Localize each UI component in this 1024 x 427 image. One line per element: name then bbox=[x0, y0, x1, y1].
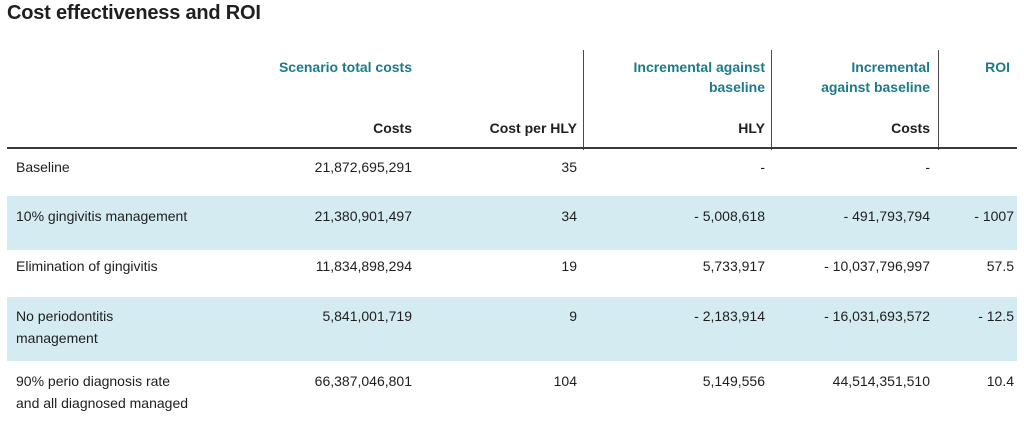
header-incremental-b-line1: Incremental bbox=[851, 59, 930, 75]
subheader-cost-per-hly: Cost per HLY bbox=[489, 120, 577, 136]
row-band bbox=[7, 297, 1017, 361]
header-scenario-total-costs: Scenario total costs bbox=[278, 59, 412, 75]
row-band bbox=[7, 196, 1017, 250]
cell-hly: - bbox=[760, 159, 765, 175]
column-divider bbox=[583, 50, 584, 150]
cell-hly: - 2,183,914 bbox=[694, 308, 765, 324]
row-label: Elimination of gingivitis bbox=[16, 258, 158, 274]
cell-cost-per-hly: 9 bbox=[569, 308, 577, 324]
row-label-line2: management bbox=[16, 330, 98, 346]
column-divider bbox=[938, 50, 939, 150]
header-incremental-a-line1: Incremental against bbox=[633, 59, 766, 75]
cell-roi: - 12.5 bbox=[978, 308, 1014, 324]
cell-hly: 5,733,917 bbox=[702, 258, 765, 274]
cell-incremental-costs: - bbox=[925, 159, 930, 175]
cell-incremental-costs: 44,514,351,510 bbox=[832, 373, 930, 389]
cell-costs: 21,872,695,291 bbox=[314, 159, 412, 175]
cell-incremental-costs: - 491,793,794 bbox=[843, 208, 930, 224]
header-incremental-a-line2: baseline bbox=[708, 79, 765, 95]
cell-hly: - 5,008,618 bbox=[694, 208, 765, 224]
header-roi: ROI bbox=[985, 59, 1010, 75]
cell-costs: 5,841,001,719 bbox=[322, 308, 412, 324]
header-incremental-b-line2: against baseline bbox=[821, 79, 930, 95]
cell-costs: 11,834,898,294 bbox=[315, 258, 412, 274]
row-label: No periodontitis bbox=[16, 308, 114, 324]
row-label: Baseline bbox=[16, 159, 70, 175]
cell-cost-per-hly: 104 bbox=[553, 373, 577, 389]
subheader-costs-incremental: Costs bbox=[891, 120, 930, 136]
cell-costs: 21,380,901,497 bbox=[314, 208, 412, 224]
cell-incremental-costs: - 10,037,796,997 bbox=[824, 258, 930, 274]
cell-roi: 10.4 bbox=[986, 373, 1014, 389]
row-label: 90% perio diagnosis rate bbox=[16, 373, 171, 389]
header-rule bbox=[7, 147, 1017, 149]
row-label: 10% gingivitis management bbox=[16, 208, 188, 224]
cell-costs: 66,387,046,801 bbox=[314, 373, 412, 389]
row-label-line2: and all diagnosed managed bbox=[16, 395, 189, 411]
cell-roi: - 1007 bbox=[974, 208, 1014, 224]
cell-cost-per-hly: 19 bbox=[561, 258, 577, 274]
cell-roi: 57.5 bbox=[986, 258, 1014, 274]
column-divider bbox=[771, 50, 772, 150]
subheader-hly: HLY bbox=[738, 120, 765, 136]
cell-incremental-costs: - 16,031,693,572 bbox=[824, 308, 930, 324]
subheader-costs: Costs bbox=[373, 120, 412, 136]
cell-hly: 5,149,556 bbox=[702, 373, 765, 389]
cell-cost-per-hly: 34 bbox=[561, 208, 577, 224]
cell-cost-per-hly: 35 bbox=[561, 159, 577, 175]
page-title: Cost effectiveness and ROI bbox=[7, 2, 261, 24]
